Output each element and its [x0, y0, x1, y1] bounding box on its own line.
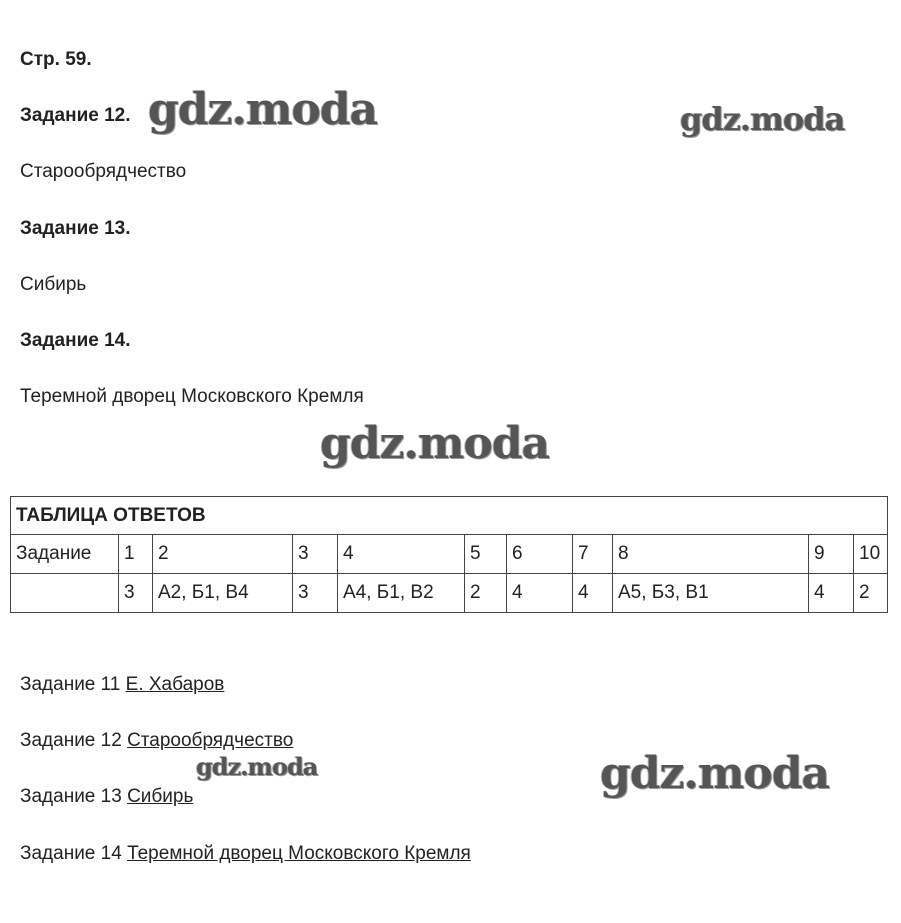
table-cell: Задание	[10, 534, 119, 574]
table-cell	[10, 573, 119, 613]
table-cell: 10	[853, 534, 888, 574]
summary-answer: Е. Хабаров	[125, 674, 225, 695]
table-cell: 4	[808, 573, 854, 613]
table-cell: 1	[118, 534, 153, 574]
table-cell: 3	[292, 534, 338, 574]
table-cell: 2	[152, 534, 293, 574]
summary-label: Задание 12	[20, 730, 122, 751]
task-heading: Задание 12.	[20, 105, 131, 126]
table-cell: А5, Б3, В1	[612, 573, 809, 613]
task-answer: Теремной дворец Московского Кремля	[20, 386, 364, 407]
answers-table: ТАБЛИЦА ОТВЕТОВ Задание 1 2 3 4 5 6 7 8 …	[10, 496, 888, 613]
table-cell: 4	[572, 573, 613, 613]
watermark-logo: gdz.moda	[680, 100, 845, 138]
table-cell: 6	[506, 534, 573, 574]
summary-answer: Старообрядчество	[127, 730, 294, 751]
table-cell: А4, Б1, В2	[337, 573, 465, 613]
table-cell: 9	[808, 534, 854, 574]
summary-answer: Теремной дворец Московского Кремля	[127, 843, 471, 864]
task-answer: Сибирь	[20, 274, 87, 295]
summary-line: Задание 13 Сибирь	[20, 786, 193, 808]
table-cell: 3	[118, 573, 153, 613]
table-cell: 8	[612, 534, 809, 574]
task-answer: Старообрядчество	[20, 161, 187, 182]
task-heading: Задание 14.	[20, 330, 131, 351]
summary-answer: Сибирь	[127, 786, 194, 807]
summary-line: Задание 11 Е. Хабаров	[20, 674, 224, 696]
page-number: Стр. 59.	[20, 49, 92, 70]
summary-label: Задание 14	[20, 843, 122, 864]
watermark-logo: gdz.moda	[320, 418, 550, 469]
summary-label: Задание 13	[20, 786, 122, 807]
table-cell: 3	[292, 573, 338, 613]
summary-label: Задание 11	[20, 674, 121, 695]
watermark-logo: gdz.moda	[196, 752, 318, 781]
table-cell: 7	[572, 534, 613, 574]
table-cell: 4	[337, 534, 465, 574]
watermark-logo: gdz.moda	[148, 84, 378, 135]
watermark-logo: gdz.moda	[600, 748, 830, 799]
summary-line: Задание 14 Теремной дворец Московского К…	[20, 843, 471, 865]
table-cell: 5	[464, 534, 507, 574]
table-title: ТАБЛИЦА ОТВЕТОВ	[10, 496, 888, 535]
table-row: Задание 1 2 3 4 5 6 7 8 9 10	[10, 534, 888, 574]
table-cell: А2, Б1, В4	[152, 573, 293, 613]
table-row: 3 А2, Б1, В4 3 А4, Б1, В2 2 4 4 А5, Б3, …	[10, 573, 888, 613]
table-cell: 4	[506, 573, 573, 613]
table-cell: 2	[853, 573, 888, 613]
table-cell: 2	[464, 573, 507, 613]
summary-line: Задание 12 Старообрядчество	[20, 730, 293, 752]
task-heading: Задание 13.	[20, 218, 131, 239]
